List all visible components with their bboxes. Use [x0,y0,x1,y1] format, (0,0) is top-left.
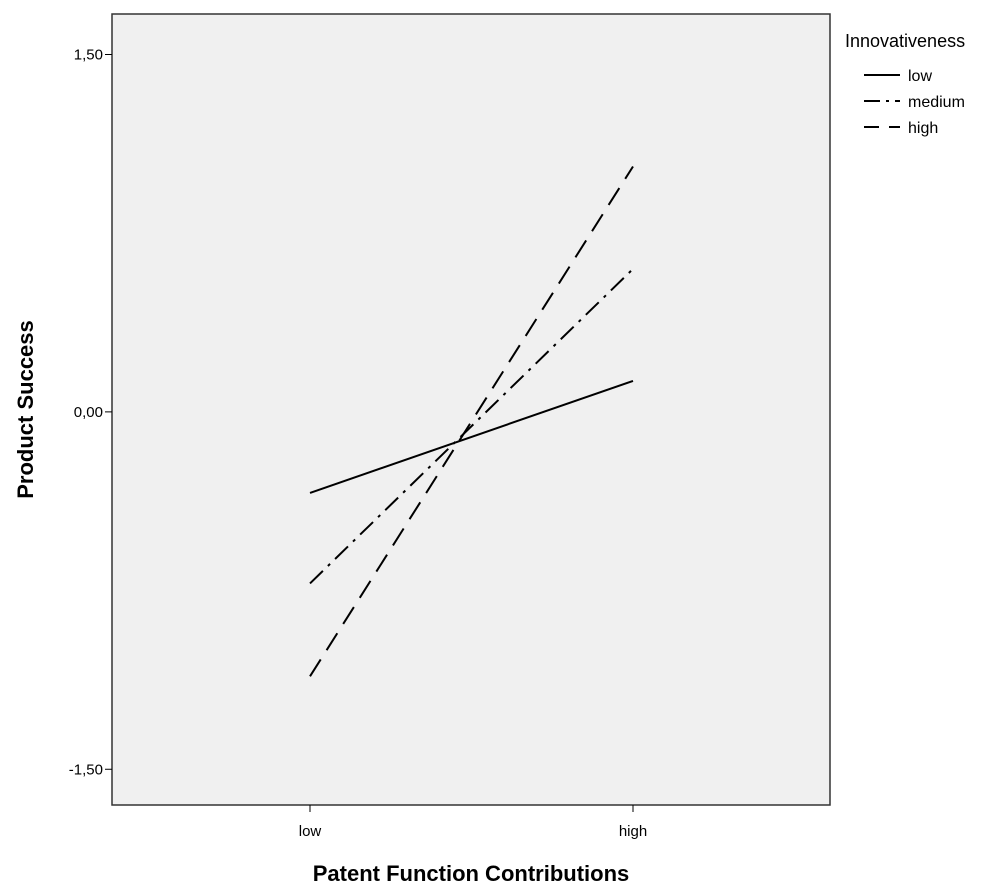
legend-label-high: high [908,120,938,137]
legend-label-low: low [908,68,932,85]
legend: Innovativeness low medium high [845,31,965,137]
y-axis-title: Product Success [13,320,38,499]
y-axis-ticks: -1,50 0,00 1,50 [69,47,112,778]
series-lines [309,165,634,677]
x-tick-label: low [299,823,322,840]
y-tick-label: 1,50 [74,47,103,64]
x-tick-label: high [619,823,647,840]
legend-label-medium: medium [908,94,965,111]
x-axis-ticks: low high [299,805,647,840]
y-tick-label: -1,50 [69,761,103,778]
plot-area [111,13,831,806]
series-line-high [309,165,634,677]
legend-title: Innovativeness [845,31,965,51]
x-axis-title: Patent Function Contributions [313,861,630,886]
y-tick-label: 0,00 [74,404,103,421]
series-line-low [309,379,634,494]
series-line-medium [309,268,634,585]
